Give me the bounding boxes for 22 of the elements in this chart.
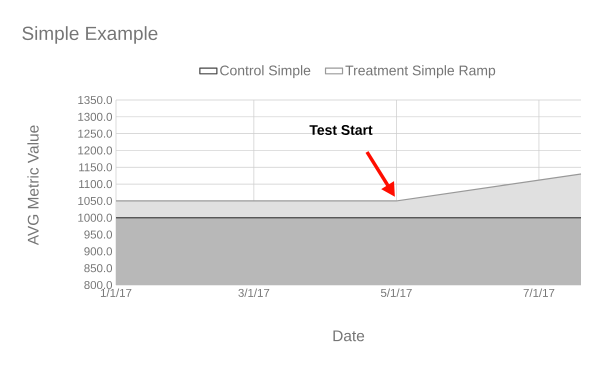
y-tick-label: 1050.0 xyxy=(78,196,112,205)
y-tick-label: 1350.0 xyxy=(78,96,112,104)
y-tick-label: 1250.0 xyxy=(78,130,112,138)
legend-label: Control Simple xyxy=(220,65,310,78)
y-tick-label: 1000.0 xyxy=(78,214,112,222)
y-tick-label: 850.0 xyxy=(84,264,112,272)
y-tick-label: 800.0 xyxy=(84,280,112,290)
x-tick-label: 5/1/17 xyxy=(380,288,412,297)
y-tick-label: 1200.0 xyxy=(78,146,112,155)
x-tick-label: 3/1/17 xyxy=(238,288,270,297)
y-tick-label: 900.0 xyxy=(84,247,112,256)
y-tick-label: 1100.0 xyxy=(79,180,112,188)
x-tick-label: 7/1/17 xyxy=(524,288,554,297)
x-axis-title: Date xyxy=(333,330,364,342)
x-tick-label: 1/1/17 xyxy=(100,288,132,297)
chart-title: Simple Example xyxy=(22,26,158,44)
y-tick-label: 1300.0 xyxy=(78,112,112,121)
y-tick-label: 1150.0 xyxy=(79,163,112,172)
legend-label: Treatment Simple Ramp xyxy=(345,65,496,78)
annotation: Test Start xyxy=(310,125,372,135)
y-axis-title: AVG Metric Value xyxy=(27,125,39,246)
y-tick-label: 950.0 xyxy=(84,230,112,239)
